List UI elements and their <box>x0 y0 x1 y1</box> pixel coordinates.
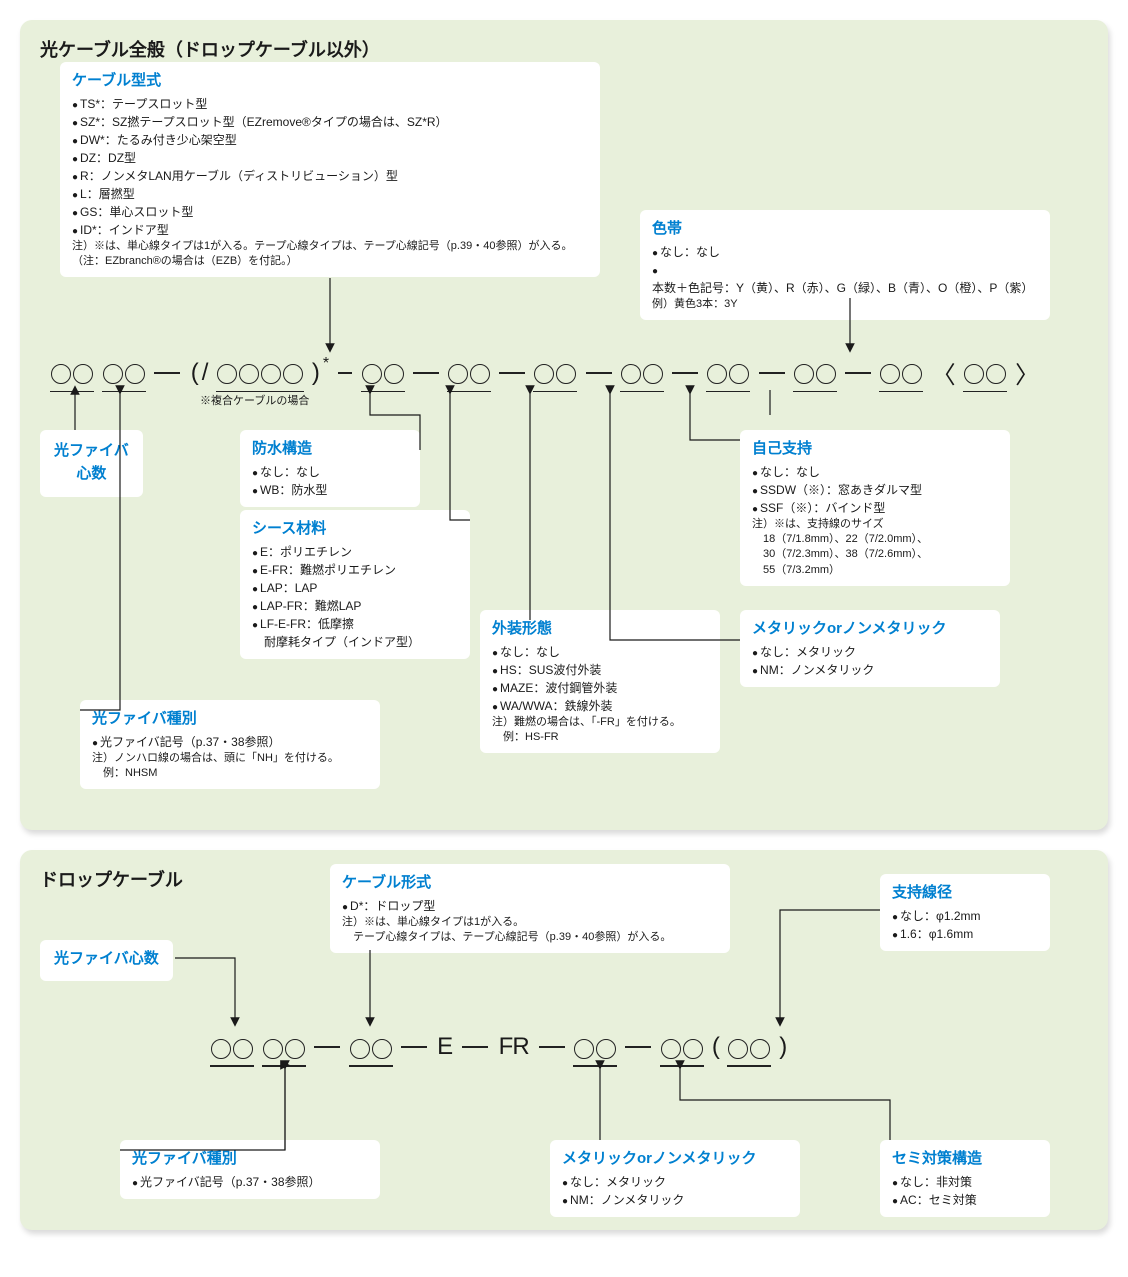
list-item: 光ファイバ記号（p.37・38参照） <box>92 733 368 751</box>
box-waterproof-list: なし：なし WB：防水型 <box>252 463 408 499</box>
box-fiber-type: 光ファイバ種別 光ファイバ記号（p.37・38参照） 注）ノンハロ線の場合は、頭… <box>80 700 380 789</box>
box-color-band-list: なし：なし 本数＋色記号：Y（黄）、R（赤）、G（緑）、B（青）、O（橙）、P（… <box>652 243 1038 297</box>
list-item: MAZE：波付鋼管外装 <box>492 679 708 697</box>
box-metallic-title: メタリックorノンメタリック <box>752 618 988 641</box>
box2-metallic: メタリックorノンメタリック なし：メタリック NM：ノンメタリック <box>550 1140 800 1217</box>
box2-fiber-type: 光ファイバ種別 光ファイバ記号（p.37・38参照） <box>120 1140 380 1199</box>
list-item: DZ：DZ型 <box>72 149 588 167</box>
box2-wire-dia-title: 支持線径 <box>892 882 1038 905</box>
box-sheath-list: E：ポリエチレン E-FR：難燃ポリエチレン LAP：LAP LAP-FR：難燃… <box>252 543 458 651</box>
formula-panel2: E FR ( ) <box>210 1030 788 1063</box>
list-item: 光ファイバ記号（p.37・38参照） <box>132 1173 368 1191</box>
box-armor: 外装形態 なし：なし HS：SUS波付外装 MAZE：波付鋼管外装 WA/WWA… <box>480 610 720 753</box>
box-armor-note: 注）難燃の場合は、「-FR」を付ける。 例：HS-FR <box>492 715 708 746</box>
list-item: なし：非対策 <box>892 1173 1038 1191</box>
box-self-support-list: なし：なし SSDW（※）：窓あきダルマ型 SSF（※）：バインド型 <box>752 463 998 517</box>
box-metallic: メタリックorノンメタリック なし：メタリック NM：ノンメタリック <box>740 610 1000 687</box>
box-self-support: 自己支持 なし：なし SSDW（※）：窓あきダルマ型 SSF（※）：バインド型 … <box>740 430 1010 586</box>
box2-cable-type-title: ケーブル形式 <box>342 872 718 895</box>
formula-panel1: (/ )* 〈 〉 <box>50 355 1040 390</box>
box2-cable-type-note: 注）※は、単心線タイプは1が入る。 テープ心線タイプは、テープ心線記号（p.39… <box>342 915 718 946</box>
list-item: D*：ドロップ型 <box>342 897 718 915</box>
list-item: SSF（※）：バインド型 <box>752 499 998 517</box>
box2-fiber-count-title: 光ファイバ心数 <box>54 948 159 971</box>
box-metallic-list: なし：メタリック NM：ノンメタリック <box>752 643 988 679</box>
box-fiber-count: 光ファイバ 心数 <box>40 430 143 497</box>
box-color-band-title: 色帯 <box>652 218 1038 241</box>
list-item: LAP-FR：難燃LAP <box>252 597 458 615</box>
box-armor-title: 外装形態 <box>492 618 708 641</box>
box-cable-type-title: ケーブル型式 <box>72 70 588 93</box>
list-item: NM：ノンメタリック <box>562 1191 788 1209</box>
box2-cable-type: ケーブル形式 D*：ドロップ型 注）※は、単心線タイプは1が入る。 テープ心線タ… <box>330 864 730 953</box>
list-item: E-FR：難燃ポリエチレン <box>252 561 458 579</box>
box-color-band-example: 例）黄色3本：3Y <box>652 297 1038 312</box>
list-item: GS：単心スロット型 <box>72 203 588 221</box>
list-item: なし：メタリック <box>752 643 988 661</box>
list-item: L：層撚型 <box>72 185 588 203</box>
list-item: なし：なし <box>252 463 408 481</box>
list-item: R：ノンメタLAN用ケーブル（ディストリビューション）型 <box>72 167 588 185</box>
formula-sublabel: ※複合ケーブルの場合 <box>200 392 309 408</box>
list-item: なし：なし <box>752 463 998 481</box>
box-fiber-type-title: 光ファイバ種別 <box>92 708 368 731</box>
box-sheath-title: シース材料 <box>252 518 458 541</box>
box2-fiber-type-title: 光ファイバ種別 <box>132 1148 368 1171</box>
list-item: E：ポリエチレン <box>252 543 458 561</box>
panel1-title: 光ケーブル全般（ドロップケーブル以外） <box>40 36 1088 62</box>
box-armor-list: なし：なし HS：SUS波付外装 MAZE：波付鋼管外装 WA/WWA：鉄線外装 <box>492 643 708 715</box>
list-item: SSDW（※）：窓あきダルマ型 <box>752 481 998 499</box>
box-self-support-note: 注）※は、支持線のサイズ 18（7/1.8mm）、22（7/2.0mm）、 30… <box>752 517 998 579</box>
list-item: なし：φ1.2mm <box>892 907 1038 925</box>
box-cable-type-list: TS*：テープスロット型 SZ*：SZ撚テープスロット型（EZremove®タイ… <box>72 95 588 239</box>
box-waterproof-title: 防水構造 <box>252 438 408 461</box>
list-item: LAP：LAP <box>252 579 458 597</box>
box-sheath: シース材料 E：ポリエチレン E-FR：難燃ポリエチレン LAP：LAP LAP… <box>240 510 470 659</box>
box2-cicada-title: セミ対策構造 <box>892 1148 1038 1171</box>
list-item: なし：なし <box>492 643 708 661</box>
box2-wire-dia: 支持線径 なし：φ1.2mm 1.6：φ1.6mm <box>880 874 1050 951</box>
box-self-support-title: 自己支持 <box>752 438 998 461</box>
box2-metallic-title: メタリックorノンメタリック <box>562 1148 788 1171</box>
panel-drop-cable: ドロップケーブル 光ファイバ心数 ケーブル形式 D*：ドロップ型 注）※は、単心… <box>20 850 1108 1230</box>
box-fiber-count-title: 光ファイバ 心数 <box>54 440 129 485</box>
list-item: TS*：テープスロット型 <box>72 95 588 113</box>
box2-cicada: セミ対策構造 なし：非対策 AC：セミ対策 <box>880 1140 1050 1217</box>
box-waterproof: 防水構造 なし：なし WB：防水型 <box>240 430 420 507</box>
formula-lit-e: E <box>435 1033 454 1061</box>
list-item: DW*：たるみ付き少心架空型 <box>72 131 588 149</box>
box2-fiber-count: 光ファイバ心数 <box>40 940 173 981</box>
list-item: AC：セミ対策 <box>892 1191 1038 1209</box>
list-item: WB：防水型 <box>252 481 408 499</box>
list-item: SZ*：SZ撚テープスロット型（EZremove®タイプの場合は、SZ*R） <box>72 113 588 131</box>
list-item: 1.6：φ1.6mm <box>892 925 1038 943</box>
list-item: NM：ノンメタリック <box>752 661 988 679</box>
list-item: ID*：インドア型 <box>72 221 588 239</box>
list-item: WA/WWA：鉄線外装 <box>492 697 708 715</box>
box-cable-type-note: 注）※は、単心線タイプは1が入る。テープ心線タイプは、テープ心線記号（p.39・… <box>72 239 588 270</box>
list-item: なし：メタリック <box>562 1173 788 1191</box>
box-cable-type: ケーブル型式 TS*：テープスロット型 SZ*：SZ撚テープスロット型（EZre… <box>60 62 600 277</box>
formula-lit-fr: FR <box>497 1033 531 1061</box>
panel-general-cable: 光ケーブル全般（ドロップケーブル以外） ケーブル型式 TS*：テープスロット型 … <box>20 20 1108 830</box>
list-item: HS：SUS波付外装 <box>492 661 708 679</box>
box-color-band: 色帯 なし：なし 本数＋色記号：Y（黄）、R（赤）、G（緑）、B（青）、O（橙）… <box>640 210 1050 320</box>
list-item: LF-E-FR：低摩擦 耐摩耗タイプ（インドア型） <box>252 615 458 651</box>
list-item: なし：なし <box>652 243 1038 261</box>
list-item: 本数＋色記号：Y（黄）、R（赤）、G（緑）、B（青）、O（橙）、P（紫） <box>652 261 1038 297</box>
box-fiber-type-note: 注）ノンハロ線の場合は、頭に「NH」を付ける。 例：NHSM <box>92 751 368 782</box>
box-fiber-type-list: 光ファイバ記号（p.37・38参照） <box>92 733 368 751</box>
